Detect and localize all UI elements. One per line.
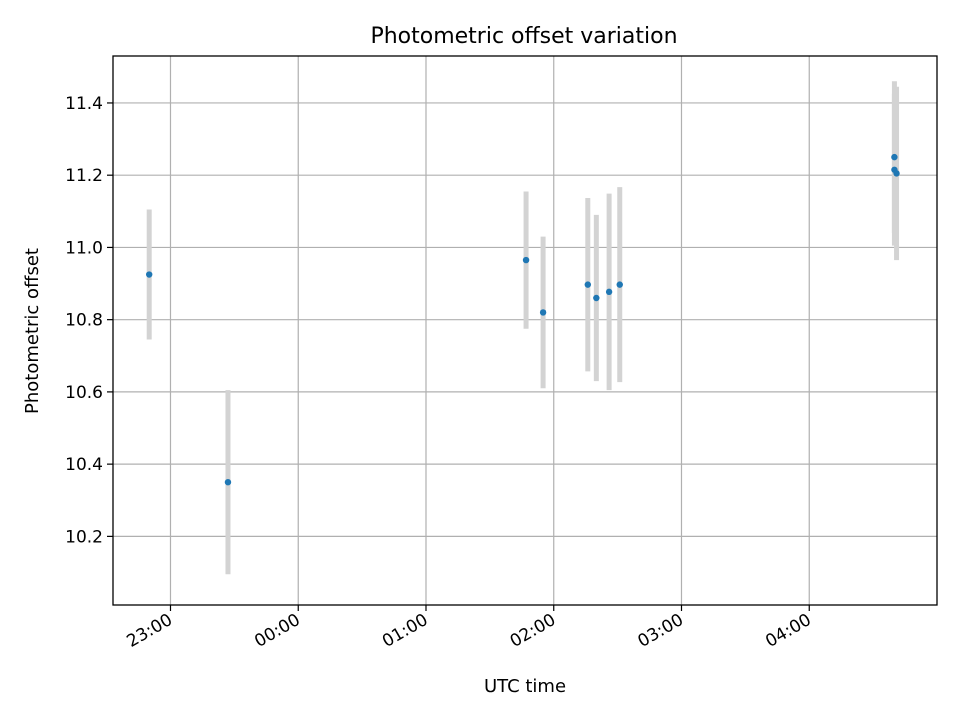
plot-frame [112, 55, 938, 606]
data-point [616, 281, 623, 288]
data-point [522, 256, 530, 264]
data-point [593, 294, 600, 302]
y-axis: 10.2 10.4 10.6 10.8 11.0 11.2 11.4 [65, 94, 113, 547]
data-point [224, 478, 232, 486]
data-points [145, 153, 900, 486]
y-tick-label: 10.2 [65, 527, 103, 547]
y-tick-label: 11.4 [65, 94, 103, 114]
y-tick-label: 11.2 [65, 166, 103, 186]
data-point [893, 170, 900, 177]
y-tick-label: 10.6 [65, 383, 103, 403]
data-point [605, 288, 613, 296]
chart-title: Photometric offset variation [370, 24, 677, 49]
y-tick-label: 11.0 [65, 238, 103, 258]
plot-area [113, 56, 937, 605]
y-axis-label: Photometric offset [22, 248, 43, 414]
y-tick-label: 10.4 [65, 455, 103, 475]
data-point [584, 281, 592, 288]
data-point [145, 271, 153, 278]
data-point [539, 309, 547, 316]
x-axis-label: UTC time [484, 676, 566, 697]
data-point [891, 153, 898, 161]
y-tick-label: 10.8 [65, 311, 103, 331]
